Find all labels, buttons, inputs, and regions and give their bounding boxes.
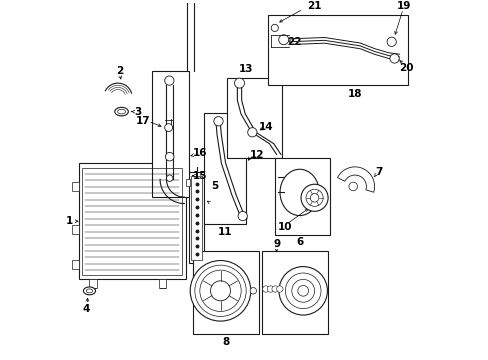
Circle shape xyxy=(348,182,357,191)
Circle shape xyxy=(389,54,398,63)
Circle shape xyxy=(238,211,247,221)
Text: 11: 11 xyxy=(217,227,232,237)
Bar xyxy=(159,279,166,288)
Text: 8: 8 xyxy=(222,337,229,347)
Ellipse shape xyxy=(83,287,95,295)
Text: 4: 4 xyxy=(83,305,90,314)
Text: 10: 10 xyxy=(277,222,291,233)
Bar xyxy=(262,251,327,334)
Text: 3: 3 xyxy=(134,107,141,117)
Text: 12: 12 xyxy=(249,150,264,161)
Circle shape xyxy=(234,78,244,88)
Circle shape xyxy=(247,128,257,137)
Circle shape xyxy=(310,194,318,202)
Text: 5: 5 xyxy=(211,181,218,192)
Circle shape xyxy=(190,261,250,321)
Bar xyxy=(189,172,204,263)
Bar xyxy=(79,163,185,279)
Circle shape xyxy=(249,288,256,294)
Bar xyxy=(191,176,202,260)
Circle shape xyxy=(213,117,223,126)
Ellipse shape xyxy=(115,107,128,116)
Ellipse shape xyxy=(280,169,319,216)
Text: 18: 18 xyxy=(347,89,362,99)
Text: 21: 21 xyxy=(306,1,321,12)
Bar xyxy=(82,167,182,275)
Circle shape xyxy=(210,281,230,301)
Circle shape xyxy=(278,266,327,315)
Bar xyxy=(203,113,246,224)
Circle shape xyxy=(278,35,288,45)
Circle shape xyxy=(267,286,273,292)
Bar xyxy=(226,78,282,158)
Text: 6: 6 xyxy=(295,237,303,247)
Bar xyxy=(152,71,189,197)
Text: 22: 22 xyxy=(286,37,301,47)
Text: 19: 19 xyxy=(396,1,410,12)
Text: 20: 20 xyxy=(399,63,413,72)
Text: 9: 9 xyxy=(272,239,280,249)
Circle shape xyxy=(297,285,308,296)
Polygon shape xyxy=(337,167,374,192)
Circle shape xyxy=(194,265,245,316)
Circle shape xyxy=(285,273,320,309)
Circle shape xyxy=(301,184,327,211)
Bar xyxy=(72,260,79,269)
Text: 13: 13 xyxy=(238,64,253,74)
Bar xyxy=(192,251,258,334)
Bar xyxy=(72,225,79,234)
Circle shape xyxy=(271,286,278,292)
Bar xyxy=(72,182,79,191)
Bar xyxy=(274,158,329,235)
Circle shape xyxy=(165,152,174,161)
Circle shape xyxy=(164,123,172,131)
Text: 16: 16 xyxy=(192,148,207,158)
Circle shape xyxy=(166,175,173,181)
Text: 15: 15 xyxy=(192,171,207,181)
Bar xyxy=(185,179,190,186)
Ellipse shape xyxy=(86,289,93,293)
Circle shape xyxy=(262,286,268,292)
Circle shape xyxy=(386,37,395,46)
Text: 7: 7 xyxy=(375,167,382,177)
Circle shape xyxy=(305,189,323,206)
Circle shape xyxy=(276,286,283,292)
Circle shape xyxy=(271,24,278,31)
Text: 17: 17 xyxy=(135,116,150,126)
Circle shape xyxy=(291,279,314,302)
Bar xyxy=(89,279,97,288)
Circle shape xyxy=(200,270,241,311)
Text: 1: 1 xyxy=(66,216,73,226)
Ellipse shape xyxy=(118,109,125,114)
Circle shape xyxy=(164,76,174,85)
Text: 2: 2 xyxy=(116,66,123,76)
Text: 14: 14 xyxy=(258,122,273,132)
Bar xyxy=(267,15,407,85)
